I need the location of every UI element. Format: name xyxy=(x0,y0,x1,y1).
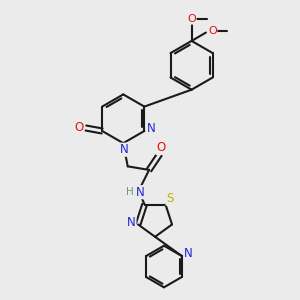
Text: O: O xyxy=(156,141,165,154)
Text: N: N xyxy=(146,122,155,135)
Text: N: N xyxy=(120,143,129,156)
Text: S: S xyxy=(166,192,173,205)
Text: O: O xyxy=(208,26,217,36)
Text: N: N xyxy=(184,247,193,260)
Text: O: O xyxy=(75,121,84,134)
Text: H: H xyxy=(126,187,134,197)
Text: O: O xyxy=(187,14,196,24)
Text: N: N xyxy=(127,217,136,230)
Text: N: N xyxy=(136,186,145,199)
